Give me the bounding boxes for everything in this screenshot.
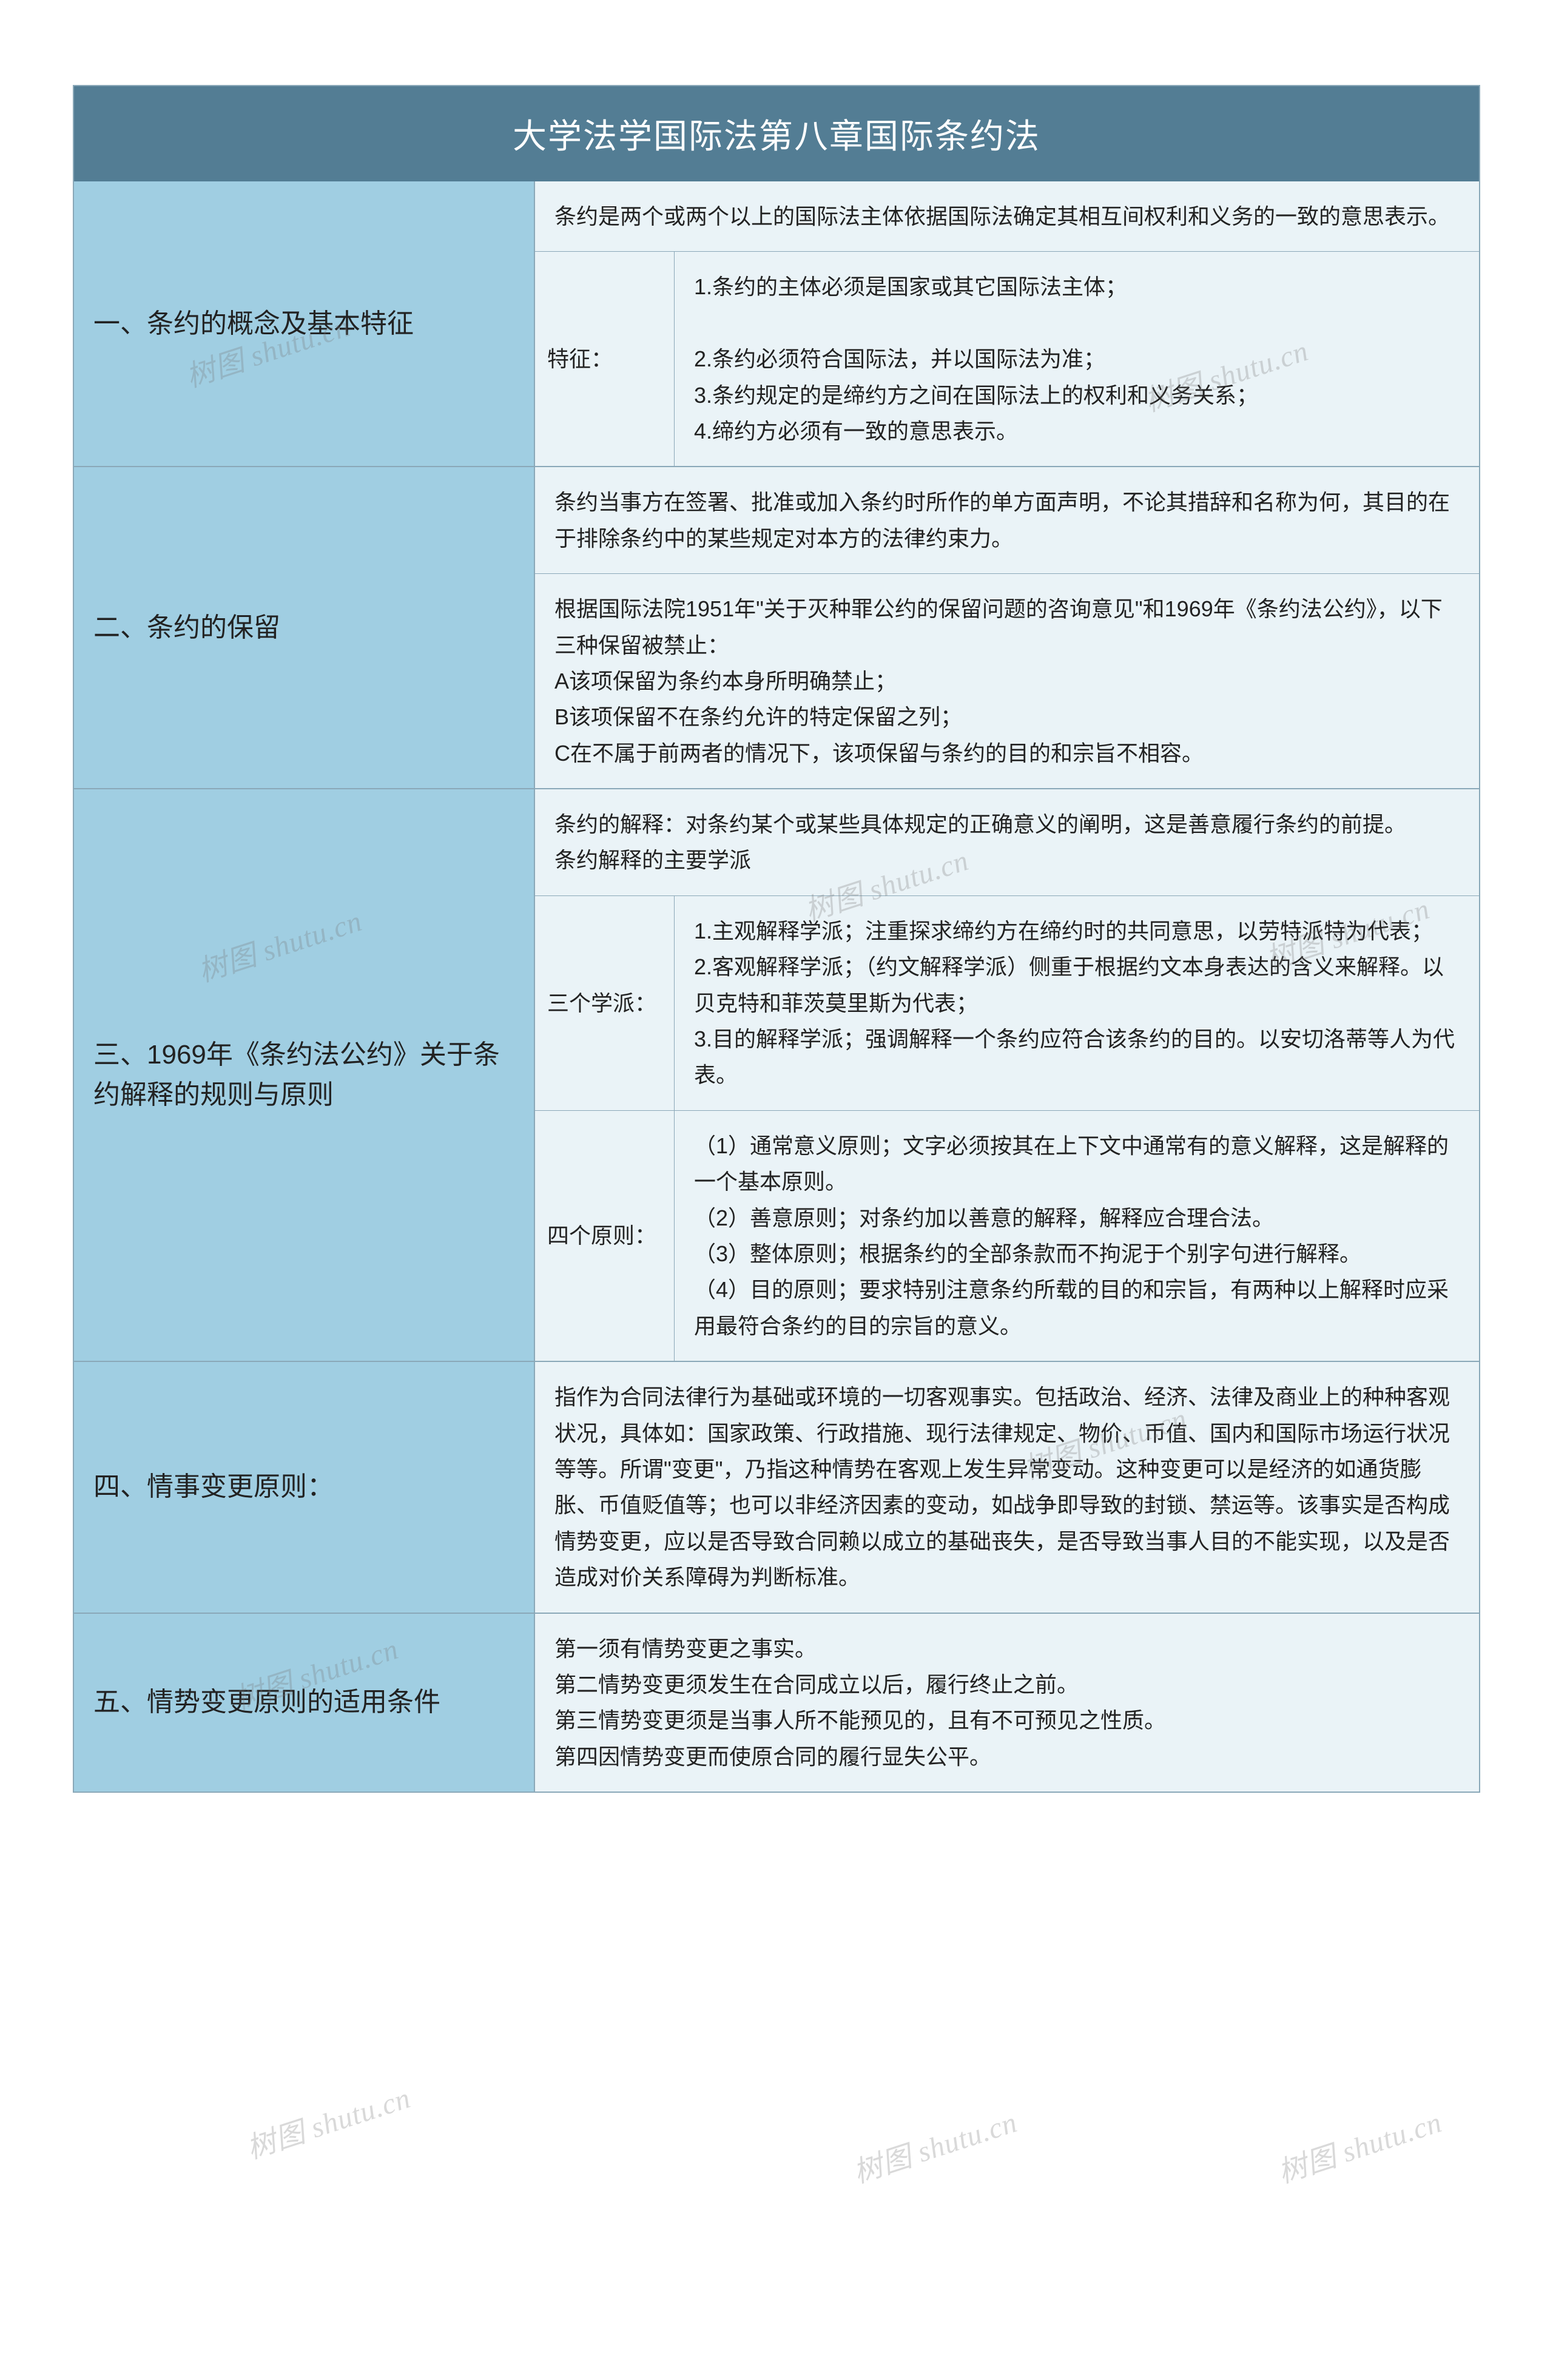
section-heading: 五、情势变更原则的适用条件 (74, 1614, 535, 1792)
sections-container: 一、条约的概念及基本特征条约是两个或两个以上的国际法主体依据国际法确定其相互间权… (74, 181, 1479, 1792)
section: 五、情势变更原则的适用条件第一须有情势变更之事实。 第二情势变更须发生在合同成立… (74, 1613, 1479, 1792)
diagram-title: 大学法学国际法第八章国际条约法 (74, 86, 1479, 181)
content-cell: 1.主观解释学派；注重探求缔约方在缔约时的共同意思，以劳特派特为代表； 2.客观… (675, 896, 1479, 1110)
section-body: 第一须有情势变更之事实。 第二情势变更须发生在合同成立以后，履行终止之前。 第三… (535, 1614, 1479, 1792)
content-cell: 根据国际法院1951年"关于灭种罪公约的保留问题的咨询意见"和1969年《条约法… (535, 573, 1479, 788)
section-body: 指作为合同法律行为基础或环境的一切客观事实。包括政治、经济、法律及商业上的种种客… (535, 1362, 1479, 1612)
row-label: 四个原则： (535, 1111, 675, 1361)
table-row: 四个原则：（1）通常意义原则；文字必须按其在上下文中通常有的意义解释，这是解释的… (535, 1110, 1479, 1361)
section-body: 条约是两个或两个以上的国际法主体依据国际法确定其相互间权利和义务的一致的意思表示… (535, 181, 1479, 466)
section: 一、条约的概念及基本特征条约是两个或两个以上的国际法主体依据国际法确定其相互间权… (74, 181, 1479, 466)
row-label: 特征： (535, 252, 675, 466)
section-heading: 三、1969年《条约法公约》关于条约解释的规则与原则 (74, 789, 535, 1361)
content-cell: 指作为合同法律行为基础或环境的一切客观事实。包括政治、经济、法律及商业上的种种客… (535, 1362, 1479, 1612)
row-label: 三个学派： (535, 896, 675, 1110)
page-wrap: 大学法学国际法第八章国际条约法 一、条约的概念及基本特征条约是两个或两个以上的国… (73, 85, 1480, 1793)
content-cell: 第一须有情势变更之事实。 第二情势变更须发生在合同成立以后，履行终止之前。 第三… (535, 1614, 1479, 1792)
diagram-table: 大学法学国际法第八章国际条约法 一、条约的概念及基本特征条约是两个或两个以上的国… (73, 85, 1480, 1793)
section: 四、情事变更原则：指作为合同法律行为基础或环境的一切客观事实。包括政治、经济、法… (74, 1361, 1479, 1612)
section-body: 条约当事方在签署、批准或加入条约时所作的单方面声明，不论其措辞和名称为何，其目的… (535, 467, 1479, 788)
section: 三、1969年《条约法公约》关于条约解释的规则与原则条约的解释：对条约某个或某些… (74, 788, 1479, 1361)
section-heading: 一、条约的概念及基本特征 (74, 181, 535, 466)
content-cell: （1）通常意义原则；文字必须按其在上下文中通常有的意义解释，这是解释的一个基本原… (675, 1111, 1479, 1361)
content-cell: 条约是两个或两个以上的国际法主体依据国际法确定其相互间权利和义务的一致的意思表示… (535, 181, 1479, 251)
watermark-text: 树图 shutu.cn (240, 2074, 415, 2166)
section-heading: 二、条约的保留 (74, 467, 535, 788)
watermark-text: 树图 shutu.cn (847, 2098, 1022, 2191)
section-heading: 四、情事变更原则： (74, 1362, 535, 1612)
content-cell: 条约的解释：对条约某个或某些具体规定的正确意义的阐明，这是善意履行条约的前提。 … (535, 789, 1479, 895)
section-body: 条约的解释：对条约某个或某些具体规定的正确意义的阐明，这是善意履行条约的前提。 … (535, 789, 1479, 1361)
content-cell: 条约当事方在签署、批准或加入条约时所作的单方面声明，不论其措辞和名称为何，其目的… (535, 467, 1479, 573)
content-cell: 1.条约的主体必须是国家或其它国际法主体； 2.条约必须符合国际法，并以国际法为… (675, 252, 1479, 466)
table-row: 特征：1.条约的主体必须是国家或其它国际法主体； 2.条约必须符合国际法，并以国… (535, 251, 1479, 466)
table-row: 三个学派：1.主观解释学派；注重探求缔约方在缔约时的共同意思，以劳特派特为代表；… (535, 895, 1479, 1110)
watermark-text: 树图 shutu.cn (1272, 2098, 1446, 2191)
section: 二、条约的保留条约当事方在签署、批准或加入条约时所作的单方面声明，不论其措辞和名… (74, 466, 1479, 788)
